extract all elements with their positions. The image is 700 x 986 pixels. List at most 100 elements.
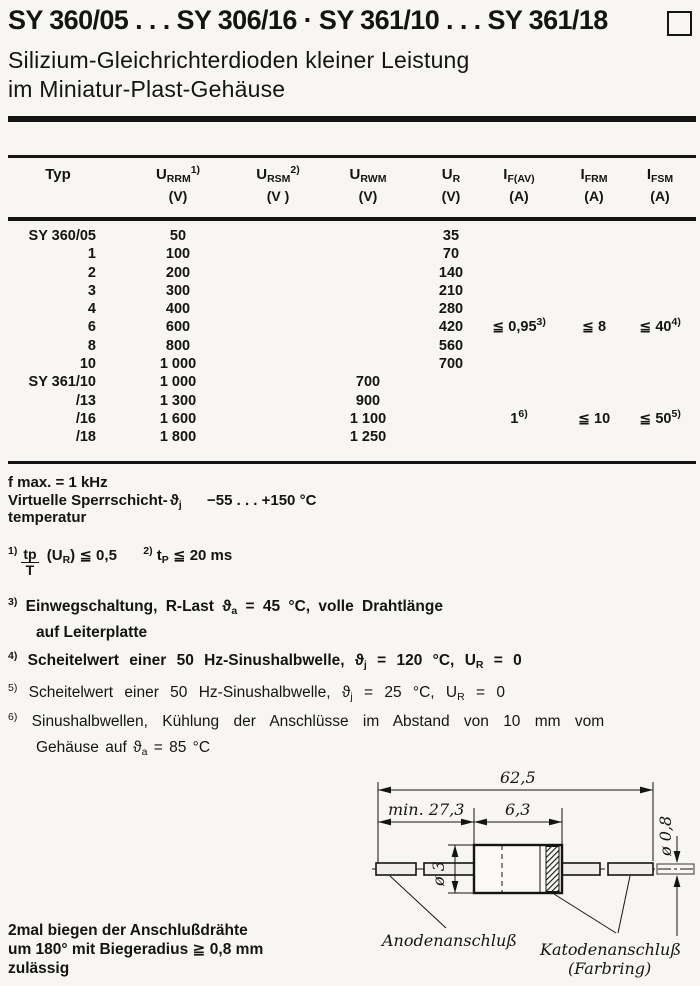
cell-ifav <box>474 245 564 263</box>
bend-note-line2: um 180° mit Biegeradius ≧ 0,8 mm <box>8 941 264 958</box>
footnote-text: = 0 <box>493 652 522 669</box>
column-header-urwm: URWM (V) <box>308 165 428 206</box>
cell-ursm <box>248 428 308 446</box>
footnote-6-line1: 6) Sinushalbwellen, Kühlung der Anschlüs… <box>8 712 604 731</box>
cell-ifav <box>474 428 564 446</box>
arrowhead <box>474 818 487 826</box>
cell-ifav: 16) <box>474 409 564 428</box>
page-subtitle: Silizium-Gleichrichterdioden kleiner Lei… <box>8 46 470 104</box>
footnote-3-line2: auf Leiterplatte <box>36 624 148 641</box>
cell-ur: 560 <box>438 337 464 354</box>
table-row: /16 1 600 1 100 16) ≦ 10 ≦ 505) <box>8 407 696 428</box>
bend-note: 2mal biegen der Anschlußdrähte um 180° m… <box>8 921 263 978</box>
cell-urwm <box>308 318 428 336</box>
table-header-row: Typ URRM1) (V) URSM2) (V ) URWM (V) UR (V) I… <box>8 165 696 206</box>
cell-ur: 70 <box>442 246 460 263</box>
arrowhead <box>673 875 681 887</box>
table-row: 3 300 210 <box>8 282 696 300</box>
fraction-numerator: tp <box>21 546 39 563</box>
header-sub: FSM <box>651 173 674 185</box>
cell-ifrm <box>564 245 624 263</box>
cell-ursm <box>248 227 308 245</box>
cell-footnote-ref: 5) <box>671 407 681 420</box>
cell-ursm <box>248 318 308 336</box>
cell-ifsm <box>624 300 696 318</box>
cell-ifrm <box>564 300 624 318</box>
column-header-ursm: URSM2) (V ) <box>248 165 308 206</box>
cell-urrm: 1 300 <box>159 392 197 409</box>
footnote-3-line1: 3) Einwegschaltung, R-Last ϑa = 45 °C, v… <box>8 596 443 617</box>
junction-temp-label-line2: temperatur <box>8 509 87 526</box>
ur-subscript: R <box>457 691 465 703</box>
cell-ur <box>428 428 474 446</box>
table-row: /18 1 800 1 250 <box>8 428 696 446</box>
cell-typ: /13 <box>75 392 96 409</box>
cathode-leader-line <box>617 875 631 934</box>
cell-ur: 420 <box>438 319 464 336</box>
header-sub: RSM <box>267 173 291 185</box>
cell-ifsm <box>624 373 696 391</box>
table-row: 8 800 560 <box>8 337 696 355</box>
cell-ifsm <box>624 245 696 263</box>
theta-glyph: ϑ <box>133 739 142 756</box>
cell-ifsm: ≦ 404) <box>624 317 696 336</box>
bend-note-line1: 2mal biegen der Anschlußdrähte <box>8 922 248 939</box>
footnote-5: 5) Scheitelwert einer 50 Hz-Sinushalbwel… <box>8 683 505 703</box>
footnote-2-text: t <box>156 547 162 564</box>
fmax-spec: f max. = 1 kHz <box>8 474 108 491</box>
table-row: 1 100 70 <box>8 245 696 263</box>
cell-urrm: 200 <box>165 264 191 281</box>
header-label: I <box>503 166 508 183</box>
cell-value: ≦ 40 <box>639 319 672 336</box>
header-sub: R <box>452 173 461 185</box>
arrowhead <box>461 818 474 826</box>
cell-ursm <box>248 337 308 355</box>
header-unit: (A) <box>509 188 529 204</box>
arrowhead <box>451 881 459 893</box>
anode-lead-segment <box>375 862 417 876</box>
dim-total-text: 62,5 <box>500 768 536 787</box>
package-drawing: 62,5 min. 27,3 6,3 ø 3 ø 0,8 Anodenansch… <box>372 768 696 978</box>
footnote-marker-3: 3) <box>8 596 18 608</box>
cell-urrm: 800 <box>165 337 191 354</box>
fraction-denominator: T <box>25 562 35 578</box>
cell-ursm <box>248 282 308 300</box>
header-footnote-ref: 1) <box>190 164 201 176</box>
cell-ifsm <box>624 355 696 373</box>
theta-subscript: j <box>178 499 182 511</box>
arrowhead <box>640 786 653 794</box>
header-label: I <box>580 166 585 183</box>
header-unit: (V) <box>358 188 378 204</box>
header-label: Typ <box>45 166 71 183</box>
tp-over-T-fraction: tp T <box>21 546 39 578</box>
cell-ursm <box>248 410 308 428</box>
cell-ursm <box>248 392 308 410</box>
cell-ur <box>428 392 474 410</box>
cell-urrm: 1 000 <box>159 356 197 373</box>
theta-glyph: ϑ <box>341 684 351 701</box>
cathode-lead-segment <box>561 862 601 876</box>
subtitle-line-1: Silizium-Gleichrichterdioden kleiner Lei… <box>8 47 470 73</box>
ur-subscript: R <box>475 659 484 671</box>
ur-subscript: R <box>62 554 71 566</box>
theta-glyph: ϑ <box>222 598 232 615</box>
cell-urwm: 700 <box>355 374 381 391</box>
cathode-lead-segment <box>656 863 695 875</box>
cell-ifav <box>474 264 564 282</box>
footnote-text: = 120 °C, <box>377 652 455 669</box>
cell-ifav <box>474 227 564 245</box>
cell-ursm <box>248 355 308 373</box>
header-label: U <box>155 166 167 183</box>
theta-glyph: ϑ <box>354 652 364 669</box>
cell-urrm: 1 600 <box>159 410 197 427</box>
arrowhead <box>378 818 391 826</box>
cell-urwm: 1 250 <box>349 429 387 446</box>
column-header-ifav: IF(AV) (A) <box>474 165 564 206</box>
cell-ifrm: ≦ 8 <box>581 319 607 336</box>
theta-j-symbol: ϑj <box>170 492 182 511</box>
header-unit: (A) <box>650 188 670 204</box>
cell-urwm <box>308 300 428 318</box>
footnote-1-text: ) ≦ 0,5 <box>70 547 117 564</box>
footnote-marker-1: 1) <box>8 545 18 557</box>
cathode-label: Katodenanschluß <box>539 940 681 959</box>
